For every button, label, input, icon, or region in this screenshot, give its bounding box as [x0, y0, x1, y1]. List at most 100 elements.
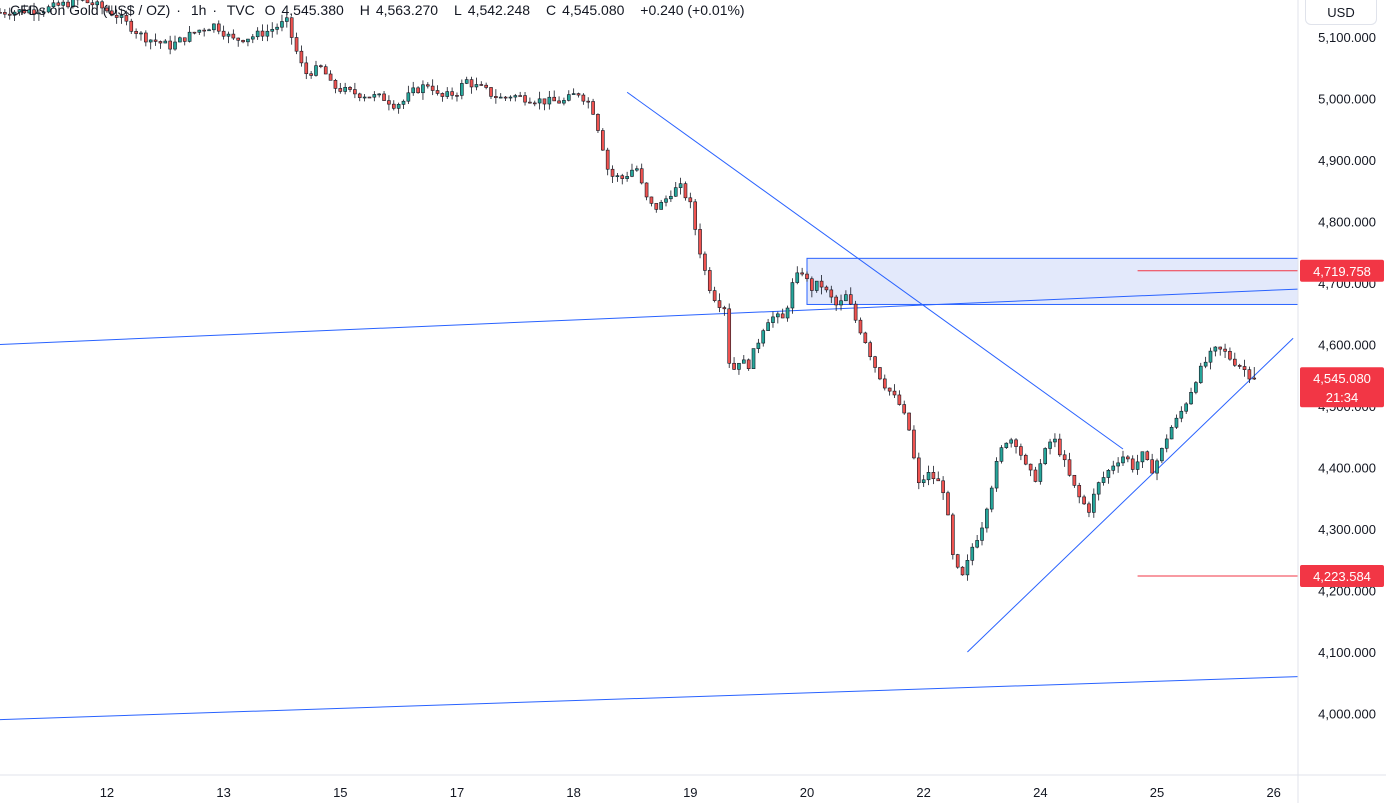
candle: [412, 82, 415, 96]
candle: [198, 30, 201, 35]
current-price-tag-text: 21:34: [1326, 390, 1359, 405]
candle-body: [436, 90, 439, 93]
candle-body: [271, 29, 274, 31]
candle-body: [1058, 439, 1061, 455]
candle: [1180, 406, 1183, 422]
candle-body: [242, 40, 245, 42]
candle-body: [499, 97, 502, 98]
candle-body: [519, 96, 522, 97]
candle-body: [781, 314, 784, 318]
candle: [971, 543, 974, 565]
candle-body: [1073, 475, 1076, 485]
candle: [1165, 434, 1168, 452]
time-tick-label: 18: [566, 785, 580, 800]
symbol-title[interactable]: CFDs on Gold (US$ / OZ): [10, 2, 170, 18]
candle-body: [645, 183, 648, 197]
candle: [801, 268, 804, 276]
candle-body: [762, 331, 765, 343]
candle: [266, 25, 269, 42]
candle: [1185, 402, 1188, 414]
candle-body: [708, 270, 711, 290]
candle-body: [830, 290, 833, 297]
candle: [499, 93, 502, 98]
candle: [878, 367, 881, 380]
candle-body: [674, 188, 677, 197]
candle: [990, 486, 993, 513]
time-tick-label: 25: [1150, 785, 1164, 800]
candle-body: [319, 66, 322, 67]
candle: [1068, 453, 1071, 477]
candle-body: [562, 100, 565, 103]
candle: [509, 95, 512, 101]
candle-body: [412, 88, 415, 93]
currency-button[interactable]: USD: [1305, 0, 1377, 25]
candle: [567, 90, 570, 101]
candle-body: [1126, 457, 1129, 459]
candle-body: [669, 196, 672, 199]
time-tick-label: 22: [916, 785, 930, 800]
candle-body: [771, 317, 774, 323]
candle: [319, 64, 322, 68]
candle: [558, 96, 561, 103]
candle: [1049, 439, 1052, 454]
candle: [0, 8, 2, 13]
candle: [908, 413, 911, 431]
candle: [441, 92, 444, 101]
candle-body: [1199, 366, 1202, 382]
candle-body: [635, 169, 638, 170]
time-tick-label: 15: [333, 785, 347, 800]
candle: [402, 100, 405, 110]
candle-body: [232, 34, 235, 38]
ascending-trendline: [967, 338, 1293, 652]
candle-body: [893, 391, 896, 395]
candle: [314, 61, 317, 77]
candle-body: [553, 97, 556, 101]
price-tick-label: 5,100.000: [1318, 30, 1376, 45]
candle: [942, 476, 945, 500]
candle: [485, 83, 488, 90]
candle: [261, 24, 264, 41]
candle: [723, 306, 726, 316]
candle-body: [280, 21, 283, 27]
candle: [349, 86, 352, 92]
candle-body: [1238, 365, 1241, 366]
candle-body: [1209, 351, 1212, 362]
candle: [548, 91, 551, 110]
candle: [1058, 434, 1061, 457]
candle-body: [1078, 485, 1081, 497]
candle: [174, 36, 177, 51]
candle-body: [927, 472, 930, 479]
candle: [674, 182, 677, 197]
candle: [1097, 482, 1100, 501]
candle: [203, 28, 206, 37]
candle: [489, 87, 492, 99]
candle-body: [752, 349, 755, 369]
candle-body: [577, 94, 580, 95]
candle: [1224, 344, 1227, 358]
candle-body: [971, 547, 974, 560]
candle: [684, 181, 687, 200]
candle-body: [747, 360, 750, 369]
candle-body: [1233, 359, 1236, 365]
candle-body: [1044, 448, 1047, 463]
price-tick-label: 4,800.000: [1318, 214, 1376, 229]
candle-body: [937, 479, 940, 481]
candle-body: [606, 150, 609, 169]
candle: [762, 329, 765, 347]
candle-body: [1194, 383, 1197, 393]
candle-body: [470, 80, 473, 87]
low-label: L: [454, 2, 462, 18]
interval-label[interactable]: 1h: [191, 2, 207, 18]
low-number: 4,542.248: [468, 2, 530, 18]
candle: [451, 87, 454, 99]
candle-body: [174, 42, 177, 49]
candle: [912, 425, 915, 459]
candle-body: [1034, 470, 1037, 481]
candle: [669, 190, 672, 202]
candle: [650, 196, 653, 206]
candle-body: [334, 80, 337, 88]
candle-body: [441, 93, 444, 96]
